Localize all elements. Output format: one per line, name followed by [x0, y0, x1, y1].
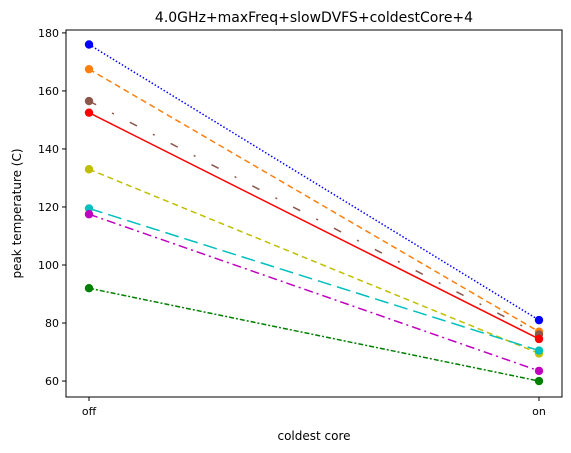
y-axis-ticks: 60 80 100 120 140 160 180: [38, 27, 66, 388]
y-tick-label: 80: [45, 317, 59, 330]
data-point: [85, 165, 93, 173]
x-axis-ticks: off on: [82, 397, 546, 418]
data-point: [535, 377, 543, 385]
series-5: [85, 165, 543, 358]
y-tick-label: 140: [38, 143, 59, 156]
data-point: [535, 346, 543, 354]
chart-title: 4.0GHz+maxFreq+slowDVFS+coldestCore+4: [155, 10, 473, 26]
y-tick-label: 180: [38, 27, 59, 40]
series-line: [89, 45, 539, 321]
data-point: [85, 210, 93, 218]
plot-frame: [66, 30, 562, 397]
data-point: [535, 316, 543, 324]
y-tick-label: 100: [38, 259, 59, 272]
series-7: [85, 210, 543, 375]
data-point: [535, 335, 543, 343]
series-layer: [85, 40, 543, 385]
data-point: [85, 284, 93, 292]
y-axis-label: peak temperature (C): [10, 148, 24, 278]
series-line: [89, 113, 539, 339]
x-axis-label: coldest core: [277, 429, 350, 443]
y-tick-label: 160: [38, 85, 59, 98]
y-tick-label: 120: [38, 201, 59, 214]
x-tick-label: on: [532, 405, 546, 418]
y-tick-label: 60: [45, 375, 59, 388]
series-3: [85, 97, 543, 339]
series-1: [85, 40, 543, 324]
data-point: [535, 367, 543, 375]
series-line: [89, 69, 539, 332]
data-point: [85, 65, 93, 73]
series-4: [85, 108, 543, 343]
series-2: [85, 65, 543, 336]
series-8: [85, 284, 543, 385]
series-line: [89, 288, 539, 381]
data-point: [85, 108, 93, 116]
data-point: [85, 40, 93, 48]
series-line: [89, 169, 539, 353]
x-tick-label: off: [82, 405, 97, 418]
series-line: [89, 101, 539, 335]
data-point: [85, 97, 93, 105]
series-6: [85, 204, 543, 355]
